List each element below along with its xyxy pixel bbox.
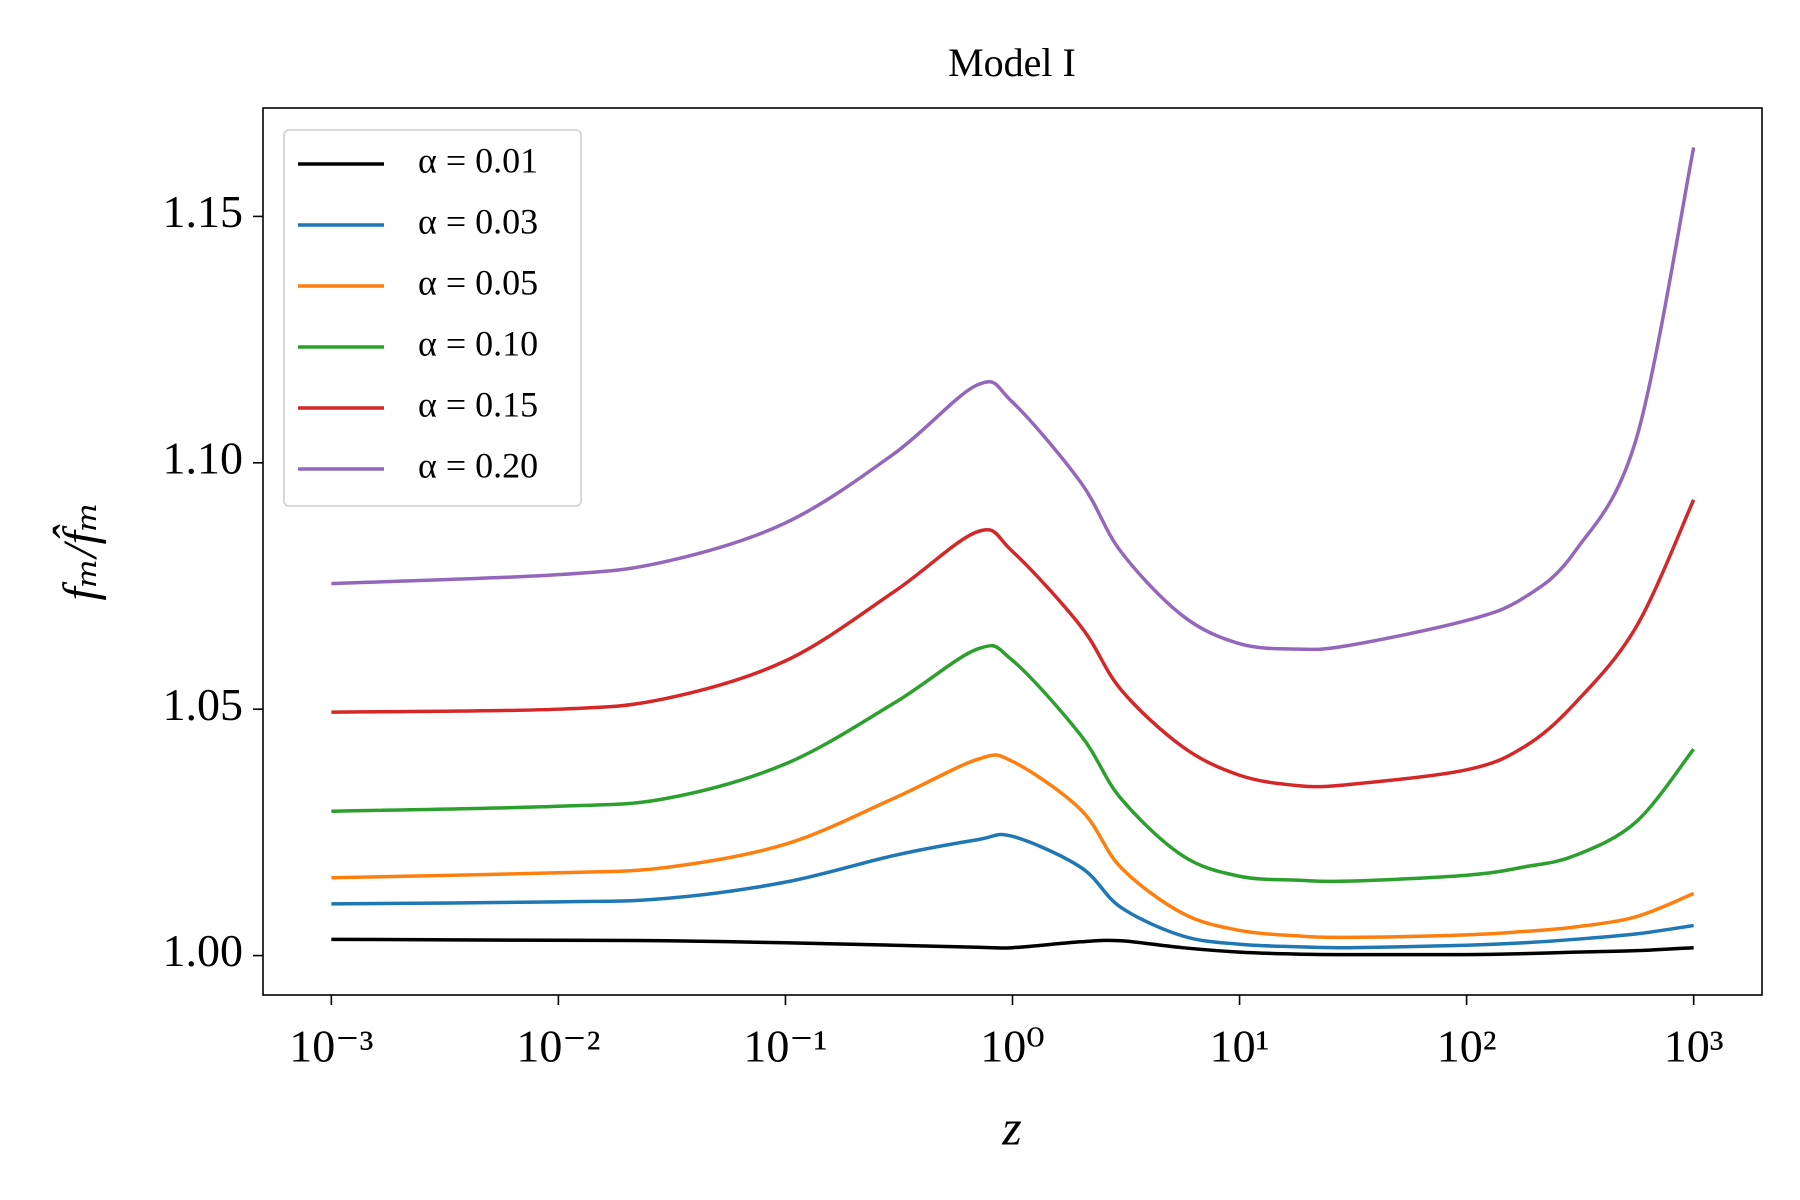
- x-tick-label: 10⁰: [980, 1021, 1044, 1072]
- y-axis-label: fₘ/f̂ₘ: [51, 502, 107, 601]
- chart-title: Model I: [948, 40, 1076, 85]
- x-tick-label: 10¹: [1210, 1021, 1270, 1072]
- legend-label: α = 0.20: [418, 445, 538, 485]
- series-line: [331, 753, 1695, 940]
- x-tick-label: 10⁻¹: [743, 1021, 827, 1072]
- series-line: [331, 832, 1694, 950]
- legend-label: α = 0.15: [418, 384, 538, 424]
- legend-label: α = 0.05: [418, 262, 538, 302]
- x-tick-label: 10⁻³: [289, 1021, 373, 1072]
- legend-label: α = 0.10: [418, 323, 538, 363]
- x-tick-label: 10⁻²: [516, 1021, 600, 1072]
- y-tick-label: 1.15: [163, 186, 244, 237]
- legend-label: α = 0.01: [418, 140, 538, 180]
- series-line: [331, 937, 1694, 957]
- x-tick-label: 10³: [1664, 1021, 1724, 1072]
- y-tick-label: 1.10: [163, 432, 244, 483]
- series-line: [331, 499, 1696, 789]
- series-line: [331, 643, 1696, 884]
- plot-frame: [262, 107, 1763, 996]
- y-tick-label: 1.05: [163, 679, 244, 730]
- x-tick-label: 10²: [1437, 1021, 1497, 1072]
- y-tick-label: 1.00: [163, 925, 244, 976]
- x-axis-label: z: [1001, 1099, 1021, 1155]
- legend-label: α = 0.03: [418, 201, 538, 241]
- series-line: [331, 147, 1696, 652]
